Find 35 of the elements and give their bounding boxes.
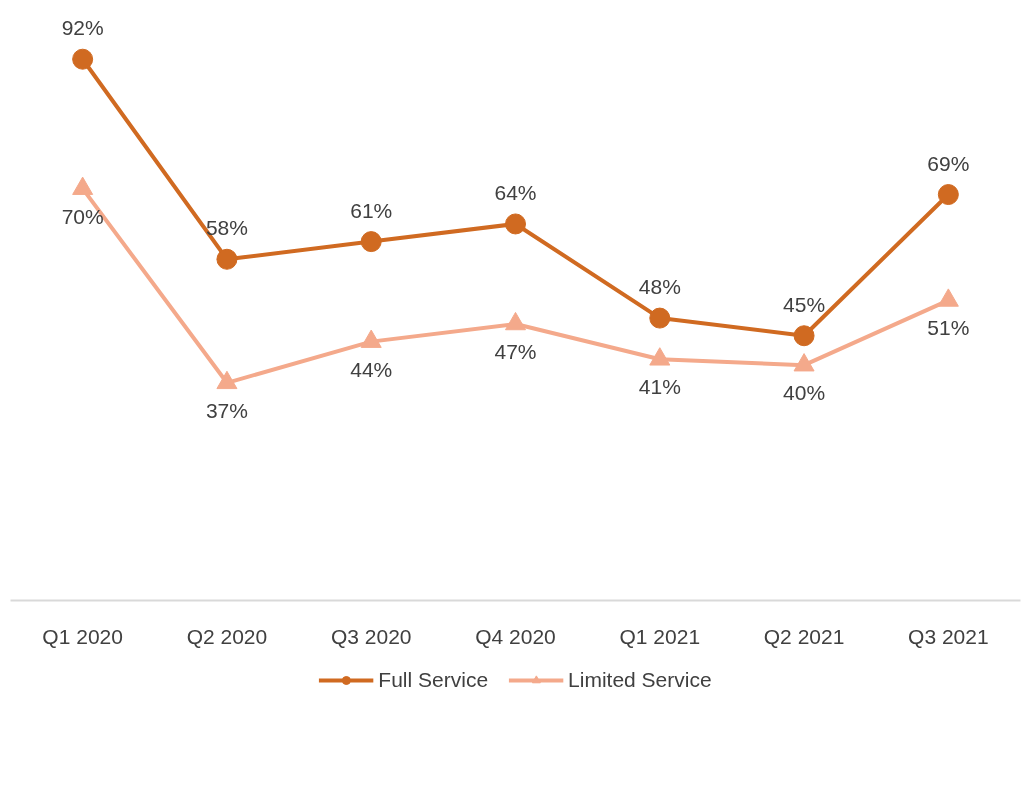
x-tick-label: Q3 2021 <box>908 624 989 648</box>
data-label: 58% <box>205 216 248 240</box>
data-label: 47% <box>494 339 537 363</box>
point <box>360 231 382 253</box>
x-tick-label: Q3 2020 <box>330 624 412 648</box>
data-label: 69% <box>927 151 970 175</box>
point <box>505 213 526 235</box>
x-tick-label: Q2 2021 <box>763 624 845 648</box>
data-label: 70% <box>61 204 104 228</box>
point <box>937 184 959 206</box>
point <box>360 329 382 348</box>
point <box>649 307 671 329</box>
point <box>505 311 526 331</box>
point <box>216 370 238 390</box>
data-label: 45% <box>783 292 826 316</box>
point <box>72 48 94 70</box>
data-label: 48% <box>638 275 681 299</box>
data-label: 64% <box>494 180 537 204</box>
data-label: 51% <box>927 316 970 340</box>
data-label: 37% <box>205 398 248 422</box>
legend-label: Full Service <box>378 668 489 692</box>
x-tick-label: Q1 2021 <box>619 624 701 648</box>
x-tick-label: Q4 2020 <box>475 624 556 648</box>
data-label: 44% <box>350 357 393 381</box>
legend-label: Limited Service <box>568 668 712 692</box>
data-label: 61% <box>350 198 393 222</box>
data-label: 40% <box>783 381 826 405</box>
point <box>937 288 959 307</box>
point <box>649 347 671 366</box>
x-tick-label: Q2 2020 <box>186 624 268 648</box>
data-label: 92% <box>61 16 104 40</box>
x-tick-label: Q1 2020 <box>42 624 123 648</box>
point <box>793 353 815 372</box>
point <box>216 248 238 270</box>
data-label: 41% <box>638 375 681 399</box>
